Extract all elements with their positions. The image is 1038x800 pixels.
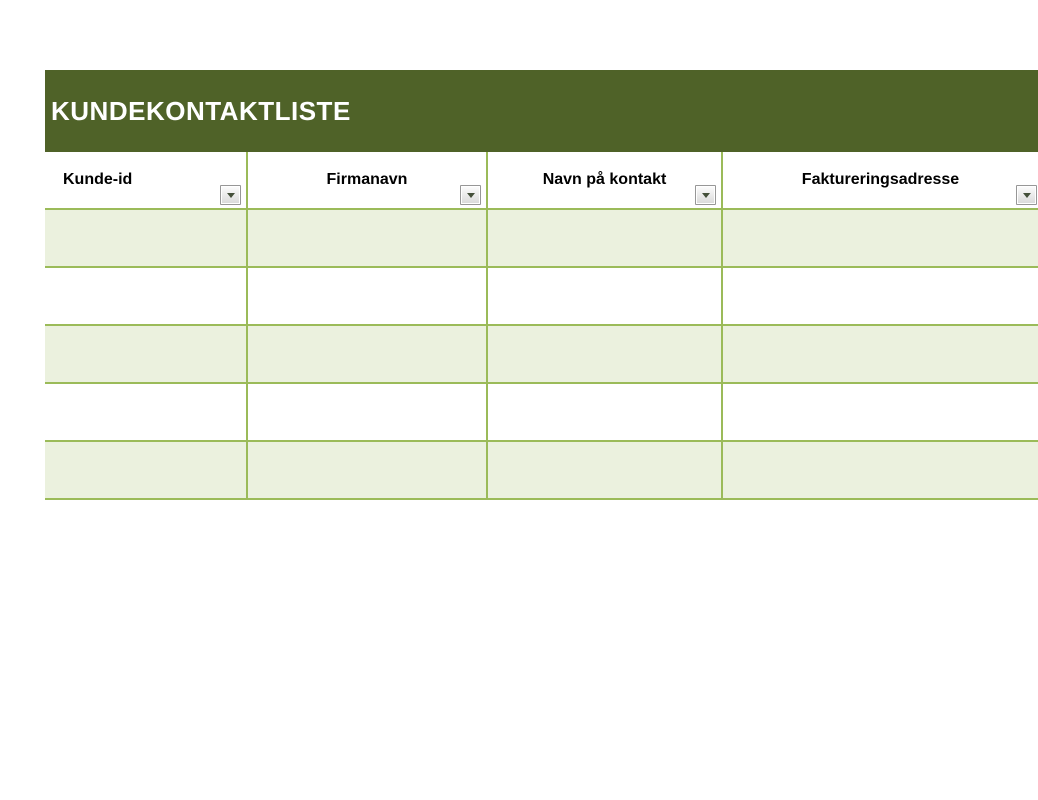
table-title: KUNDEKONTAKTLISTE xyxy=(51,95,351,126)
filter-dropdown-button[interactable] xyxy=(220,185,241,205)
table-cell[interactable] xyxy=(248,268,488,324)
table-cell[interactable] xyxy=(488,384,723,440)
filter-dropdown-icon xyxy=(226,193,235,198)
column-header-label: Faktureringsadresse xyxy=(801,171,960,188)
filter-dropdown-button[interactable] xyxy=(695,185,716,205)
table-cell[interactable] xyxy=(248,326,488,382)
table-cell[interactable] xyxy=(45,210,248,266)
column-header-kunde-id: Kunde-id xyxy=(45,152,248,208)
table-header-row: Kunde-id Firmanavn Navn på kontakt Faktu… xyxy=(45,152,1038,210)
table-cell[interactable] xyxy=(723,326,1038,382)
table-cell[interactable] xyxy=(45,384,248,440)
table-cell[interactable] xyxy=(488,326,723,382)
table-cell[interactable] xyxy=(488,210,723,266)
filter-dropdown-button[interactable] xyxy=(460,185,481,205)
column-header-firmanavn: Firmanavn xyxy=(248,152,488,208)
table-row xyxy=(45,442,1038,500)
table-cell[interactable] xyxy=(45,268,248,324)
table-cell[interactable] xyxy=(723,442,1038,498)
filter-dropdown-button[interactable] xyxy=(1016,185,1037,205)
table-cell[interactable] xyxy=(248,442,488,498)
filter-dropdown-icon xyxy=(466,193,475,198)
column-header-label: Firmanavn xyxy=(326,171,408,188)
column-header-label: Navn på kontakt xyxy=(542,171,667,188)
table-cell[interactable] xyxy=(45,442,248,498)
filter-dropdown-icon xyxy=(1022,193,1031,198)
table-cell[interactable] xyxy=(723,210,1038,266)
table-row xyxy=(45,210,1038,268)
column-header-label: Kunde-id xyxy=(63,171,133,188)
column-header-faktureringsadresse: Faktureringsadresse xyxy=(723,152,1038,208)
table-cell[interactable] xyxy=(248,210,488,266)
table-cell[interactable] xyxy=(488,268,723,324)
table-row xyxy=(45,326,1038,384)
table-title-banner: KUNDEKONTAKTLISTE xyxy=(45,70,1038,152)
table-cell[interactable] xyxy=(723,268,1038,324)
table-cell[interactable] xyxy=(488,442,723,498)
filter-dropdown-icon xyxy=(701,193,710,198)
table-cell[interactable] xyxy=(723,384,1038,440)
table-row xyxy=(45,268,1038,326)
table-row xyxy=(45,384,1038,442)
table-cell[interactable] xyxy=(248,384,488,440)
column-header-navn-pa-kontakt: Navn på kontakt xyxy=(488,152,723,208)
table-body xyxy=(45,210,1038,500)
customer-contact-list-table: KUNDEKONTAKTLISTE Kunde-id Firmanavn Nav… xyxy=(45,70,1038,500)
table-cell[interactable] xyxy=(45,326,248,382)
